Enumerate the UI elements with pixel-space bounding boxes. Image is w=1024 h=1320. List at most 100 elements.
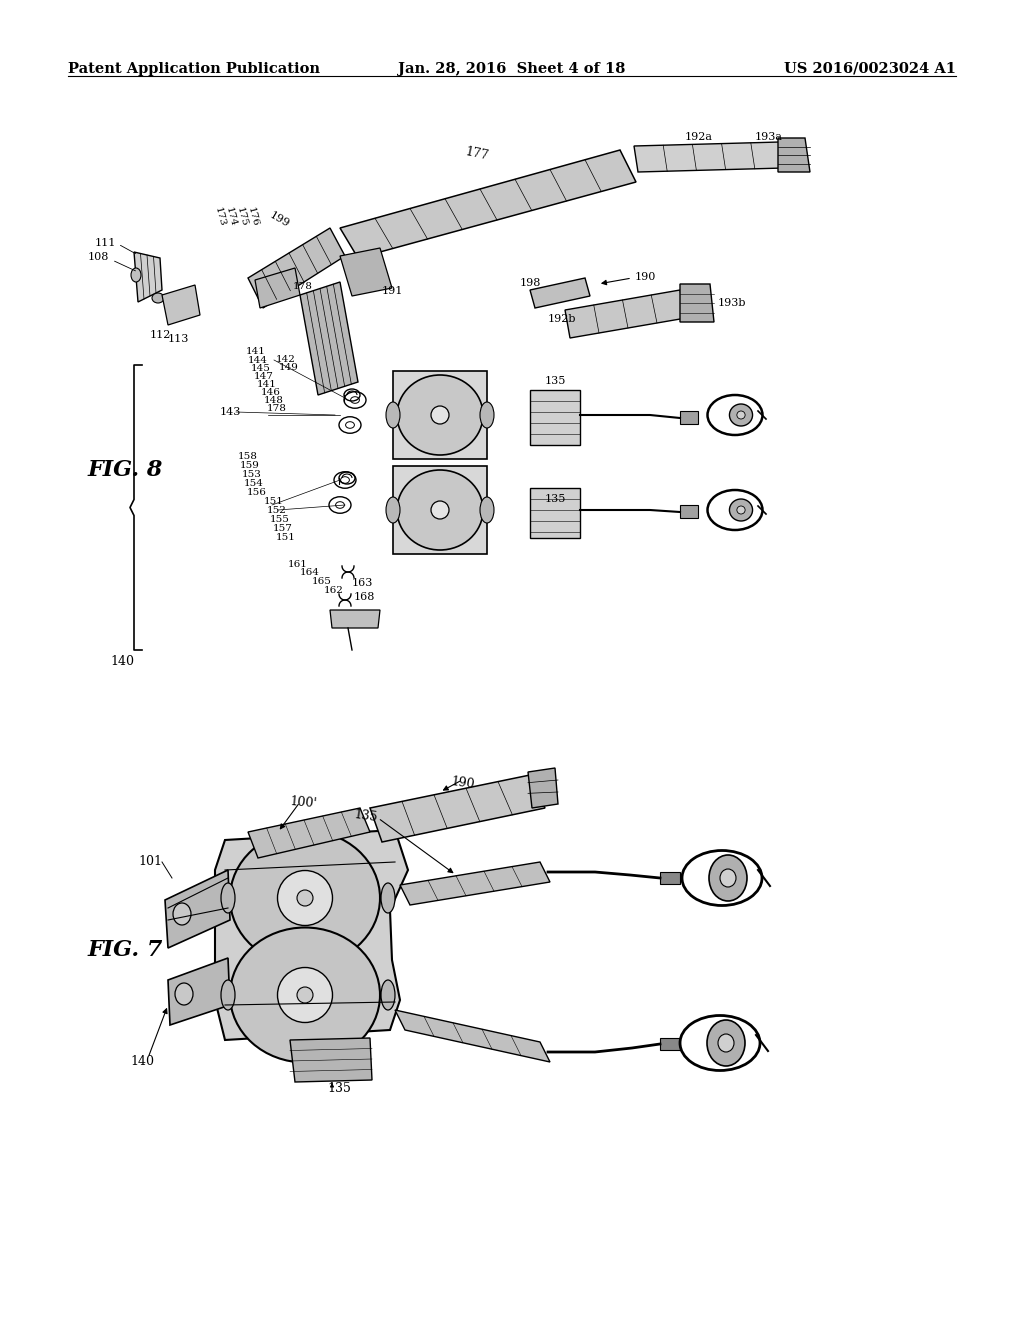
Polygon shape xyxy=(530,488,580,539)
Polygon shape xyxy=(393,466,487,554)
Text: US 2016/0023024 A1: US 2016/0023024 A1 xyxy=(784,62,956,77)
Text: Jan. 28, 2016  Sheet 4 of 18: Jan. 28, 2016 Sheet 4 of 18 xyxy=(398,62,626,77)
Text: 151: 151 xyxy=(276,533,296,543)
Ellipse shape xyxy=(737,411,745,418)
Text: 152: 152 xyxy=(267,506,287,515)
Ellipse shape xyxy=(431,502,449,519)
Polygon shape xyxy=(530,279,590,308)
Ellipse shape xyxy=(480,498,494,523)
Text: 135: 135 xyxy=(545,376,566,385)
Text: 178: 178 xyxy=(267,404,287,413)
Polygon shape xyxy=(300,282,358,395)
Ellipse shape xyxy=(386,403,400,428)
Text: 153: 153 xyxy=(242,470,262,479)
Ellipse shape xyxy=(221,883,234,913)
Text: Patent Application Publication: Patent Application Publication xyxy=(68,62,319,77)
Text: 177: 177 xyxy=(464,145,489,164)
Polygon shape xyxy=(660,1038,680,1049)
Text: 146: 146 xyxy=(261,388,281,397)
Text: 140: 140 xyxy=(130,1055,154,1068)
Polygon shape xyxy=(680,506,698,517)
Text: 157: 157 xyxy=(273,524,293,533)
Text: 193b: 193b xyxy=(718,298,746,308)
Ellipse shape xyxy=(230,830,380,965)
Text: 151: 151 xyxy=(264,498,284,506)
Ellipse shape xyxy=(381,979,395,1010)
Text: 140: 140 xyxy=(110,655,134,668)
Text: 155: 155 xyxy=(270,515,290,524)
Text: FIG. 8: FIG. 8 xyxy=(88,459,164,480)
Text: 141: 141 xyxy=(246,347,266,356)
Polygon shape xyxy=(528,768,558,808)
Text: 174: 174 xyxy=(223,206,238,227)
Text: 192a: 192a xyxy=(685,132,713,143)
Ellipse shape xyxy=(397,375,483,455)
Text: FIG. 7: FIG. 7 xyxy=(88,939,164,961)
Polygon shape xyxy=(255,268,300,308)
Ellipse shape xyxy=(381,883,395,913)
Polygon shape xyxy=(134,252,162,302)
Polygon shape xyxy=(168,958,230,1026)
Ellipse shape xyxy=(173,903,191,925)
Text: 135: 135 xyxy=(353,808,379,824)
Text: 175: 175 xyxy=(234,206,248,227)
Ellipse shape xyxy=(729,499,753,521)
Polygon shape xyxy=(400,862,550,906)
Polygon shape xyxy=(340,248,392,296)
Ellipse shape xyxy=(230,928,380,1063)
Text: 162: 162 xyxy=(324,586,344,595)
Text: 135: 135 xyxy=(545,494,566,504)
Text: 141: 141 xyxy=(257,380,276,389)
Ellipse shape xyxy=(278,968,333,1023)
Text: 193a: 193a xyxy=(755,132,783,143)
Text: 111: 111 xyxy=(95,238,117,248)
Polygon shape xyxy=(530,389,580,445)
Ellipse shape xyxy=(720,869,736,887)
Ellipse shape xyxy=(386,498,400,523)
Text: 159: 159 xyxy=(240,461,260,470)
Text: 178: 178 xyxy=(293,282,313,290)
Text: 142: 142 xyxy=(276,355,296,364)
Polygon shape xyxy=(680,411,698,424)
Ellipse shape xyxy=(152,293,164,304)
Ellipse shape xyxy=(480,403,494,428)
Polygon shape xyxy=(290,1038,372,1082)
Polygon shape xyxy=(395,1010,550,1063)
Ellipse shape xyxy=(709,855,746,902)
Text: 101: 101 xyxy=(138,855,162,869)
Ellipse shape xyxy=(729,404,753,426)
Text: 145: 145 xyxy=(251,364,271,374)
Text: 168: 168 xyxy=(354,591,376,602)
Text: 135: 135 xyxy=(327,1082,351,1096)
Ellipse shape xyxy=(221,979,234,1010)
Polygon shape xyxy=(778,139,810,172)
Text: 190: 190 xyxy=(635,272,656,282)
Polygon shape xyxy=(660,873,680,884)
Text: 148: 148 xyxy=(264,396,284,405)
Text: 176: 176 xyxy=(246,206,259,227)
Polygon shape xyxy=(215,830,408,1040)
Text: 165: 165 xyxy=(312,577,332,586)
Text: 156: 156 xyxy=(247,488,267,498)
Polygon shape xyxy=(165,870,230,948)
Polygon shape xyxy=(680,284,714,322)
Polygon shape xyxy=(248,228,345,308)
Text: 163: 163 xyxy=(352,578,374,587)
Text: 198: 198 xyxy=(520,279,542,288)
Text: 190: 190 xyxy=(451,775,475,791)
Polygon shape xyxy=(565,290,686,338)
Text: 113: 113 xyxy=(168,334,189,345)
Text: 164: 164 xyxy=(300,568,319,577)
Ellipse shape xyxy=(297,890,313,906)
Text: 191: 191 xyxy=(382,286,403,296)
Ellipse shape xyxy=(175,983,193,1005)
Text: 199: 199 xyxy=(268,210,292,230)
Polygon shape xyxy=(370,775,545,842)
Ellipse shape xyxy=(397,470,483,550)
Text: 100': 100' xyxy=(289,795,317,810)
Text: 192b: 192b xyxy=(548,314,577,323)
Text: 144: 144 xyxy=(248,356,268,366)
Text: 173: 173 xyxy=(212,206,226,227)
Ellipse shape xyxy=(707,1020,745,1067)
Text: 154: 154 xyxy=(244,479,264,488)
